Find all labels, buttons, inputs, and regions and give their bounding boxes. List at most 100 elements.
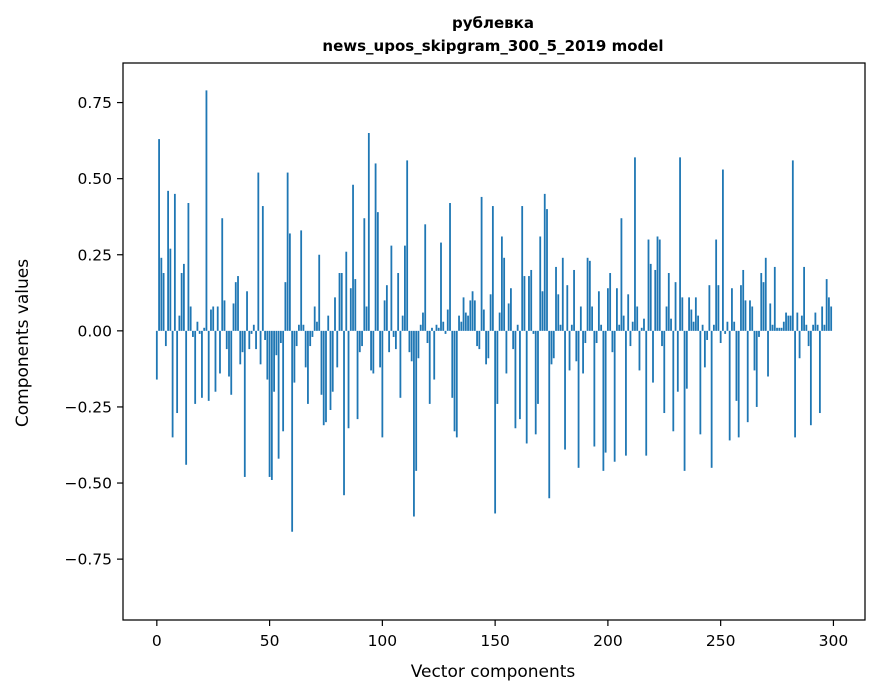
bar [616, 288, 618, 331]
bar [320, 330, 323, 395]
bar [604, 330, 607, 453]
bar [322, 330, 325, 426]
bar [582, 330, 584, 374]
bar [688, 297, 690, 331]
y-tick-label: 0.75 [77, 94, 112, 112]
bar [814, 312, 817, 331]
bar [313, 306, 316, 331]
bar [304, 330, 307, 368]
bar [816, 324, 819, 331]
bar [178, 315, 181, 331]
bar [476, 330, 478, 347]
bar [221, 218, 224, 331]
bar [643, 318, 645, 331]
bar [394, 330, 397, 350]
bar [327, 315, 330, 331]
bar [467, 315, 469, 331]
bar [609, 273, 612, 331]
bar [311, 330, 314, 337]
bar [665, 306, 668, 331]
bar [566, 285, 569, 331]
bar [176, 330, 179, 414]
bar [464, 312, 467, 331]
bar [692, 321, 695, 331]
bar [683, 330, 686, 471]
bar [672, 330, 675, 432]
bar [180, 273, 183, 331]
bar [318, 254, 321, 331]
bar [823, 324, 826, 331]
bar [252, 324, 255, 331]
bar [388, 330, 391, 353]
bar [661, 330, 663, 347]
bar [453, 330, 456, 432]
bar [561, 257, 564, 331]
bar [555, 266, 557, 331]
bar [521, 206, 524, 331]
bar [771, 324, 774, 331]
bar [413, 330, 415, 517]
bar [408, 330, 411, 353]
bar [358, 330, 361, 353]
bar [794, 330, 796, 438]
bar [753, 330, 756, 371]
bar [248, 330, 251, 350]
x-tick-label: 300 [819, 632, 849, 650]
bar [469, 300, 472, 331]
x-tick-label: 100 [368, 632, 398, 650]
bar [724, 330, 727, 334]
bar [525, 330, 528, 444]
bar [406, 160, 409, 331]
bar [487, 330, 490, 359]
bar [699, 330, 702, 435]
bar [577, 330, 580, 468]
bar [764, 257, 767, 331]
bar [494, 330, 497, 514]
bar [595, 330, 598, 344]
bar [381, 330, 384, 438]
bar [575, 330, 578, 362]
bar [809, 330, 812, 426]
bar [203, 327, 206, 331]
bar [564, 330, 566, 450]
bar [534, 330, 537, 435]
bar [424, 224, 427, 331]
bar [679, 157, 681, 331]
bar [275, 330, 278, 356]
bar [758, 330, 760, 337]
bar [640, 327, 643, 331]
bar [239, 330, 242, 365]
x-axis: 0 50 100 150 200 250 300 [152, 620, 848, 650]
bar [530, 269, 533, 331]
bar [437, 327, 440, 331]
bar [694, 297, 697, 331]
bar [334, 297, 336, 331]
bar [363, 218, 366, 331]
bar [550, 330, 553, 365]
bar [372, 330, 375, 374]
bar [295, 330, 298, 347]
bar [277, 330, 280, 459]
bar [830, 306, 833, 331]
bar [789, 315, 792, 331]
bar [805, 324, 808, 331]
bar [636, 306, 639, 331]
bar [309, 330, 312, 347]
bar [354, 279, 357, 331]
bar [507, 303, 510, 331]
bar [791, 160, 794, 331]
bar [697, 315, 699, 331]
bar [370, 330, 372, 371]
y-tick-label: −0.50 [65, 475, 113, 493]
x-tick-label: 250 [706, 632, 736, 650]
bar [228, 330, 230, 377]
bar [428, 330, 431, 404]
bar [715, 239, 718, 331]
bar [232, 303, 235, 331]
bar [579, 306, 582, 331]
bar [658, 239, 661, 331]
bar [291, 330, 294, 532]
bar [442, 321, 445, 331]
bar [663, 330, 666, 414]
bar [410, 330, 413, 362]
